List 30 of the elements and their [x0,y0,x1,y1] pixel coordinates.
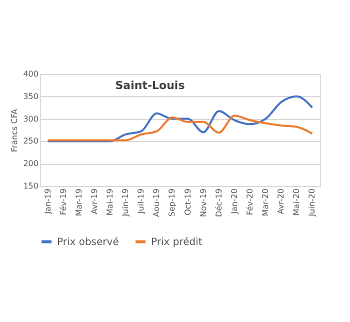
x-tick-label: Aou-19 [152,188,162,217]
line-series [46,114,314,142]
y-tick-label: 200 [23,159,38,168]
y-tick-label: 300 [23,114,38,124]
x-tick-label: Fév-20 [246,188,254,216]
x-tick-label: Jan-19 [43,188,52,215]
x-tick-label: Avr-20 [276,188,286,214]
text: Saint-Louis [115,79,186,92]
x-tick-label: Mai-20 [292,188,302,216]
x-tick-label: Nov-19 [198,188,208,217]
x-tick-label: Mai-19 [106,188,114,216]
x-tick-label: Fév-19 [58,188,68,216]
y-axis-title: Francs CFA [10,108,20,152]
x-tick-label: Juil-19 [136,188,146,214]
x-tick-label: Mar-19 [74,188,84,216]
x-tick-label: Avr-19 [90,188,99,214]
x-tick-label: Jan-20 [230,188,239,215]
x-tick-label: Juin-19 [121,188,130,218]
legend-label: Prix prédit [151,236,202,248]
y-tick-label: 400 [23,70,38,78]
y-tick-label: 150 [23,182,38,190]
legend-label: Prix observé [57,236,119,248]
x-tick-label: Juin-20 [308,188,317,218]
x-tick-label: Déc-19 [214,188,224,218]
y-tick-label: 350 [23,92,38,101]
x-tick-label: Oct-19 [183,188,192,216]
x-tick-label: Mar-20 [261,188,270,216]
x-tick-label: Sep-19 [168,188,177,217]
y-tick-label: 250 [23,136,38,146]
line-series [46,95,314,142]
